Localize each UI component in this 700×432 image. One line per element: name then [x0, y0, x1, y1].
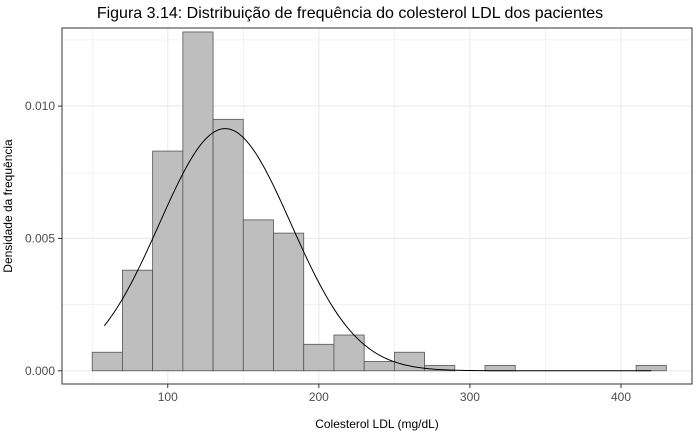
- x-tick-label: 100: [158, 390, 178, 404]
- x-tick-label: 200: [309, 390, 329, 404]
- y-tick-label: 0.010: [25, 99, 55, 113]
- histogram-bar: [303, 343, 335, 372]
- histogram-bar: [122, 269, 154, 372]
- histogram-bar: [484, 365, 516, 372]
- bars-layer: [91, 31, 667, 372]
- histogram-bar: [152, 150, 184, 372]
- histogram-bar: [91, 351, 123, 372]
- panel-border: [61, 27, 693, 385]
- x-tick-label: 300: [460, 390, 480, 404]
- histogram-bar: [333, 334, 365, 372]
- histogram-bar: [242, 219, 274, 372]
- chart-title: Figura 3.14: Distribuição de frequência …: [96, 5, 604, 22]
- histogram-bar: [635, 365, 667, 372]
- ticks-layer: 100 200 300 400 0.000 0.005 0.010: [25, 99, 631, 404]
- y-tick-label: 0.005: [25, 231, 55, 245]
- x-axis-title: Colesterol LDL (mg/dL): [315, 417, 439, 431]
- y-axis-title: Densidade da frequência: [1, 139, 15, 273]
- curve-layer: [103, 128, 652, 372]
- histogram-bar: [182, 31, 214, 372]
- x-tick-label: 400: [611, 390, 631, 404]
- y-tick-label: 0.000: [25, 364, 55, 378]
- histogram-bar: [363, 361, 395, 372]
- normal-density-curve: [103, 128, 652, 372]
- histogram-bar: [273, 232, 305, 372]
- histogram-bar: [212, 118, 244, 372]
